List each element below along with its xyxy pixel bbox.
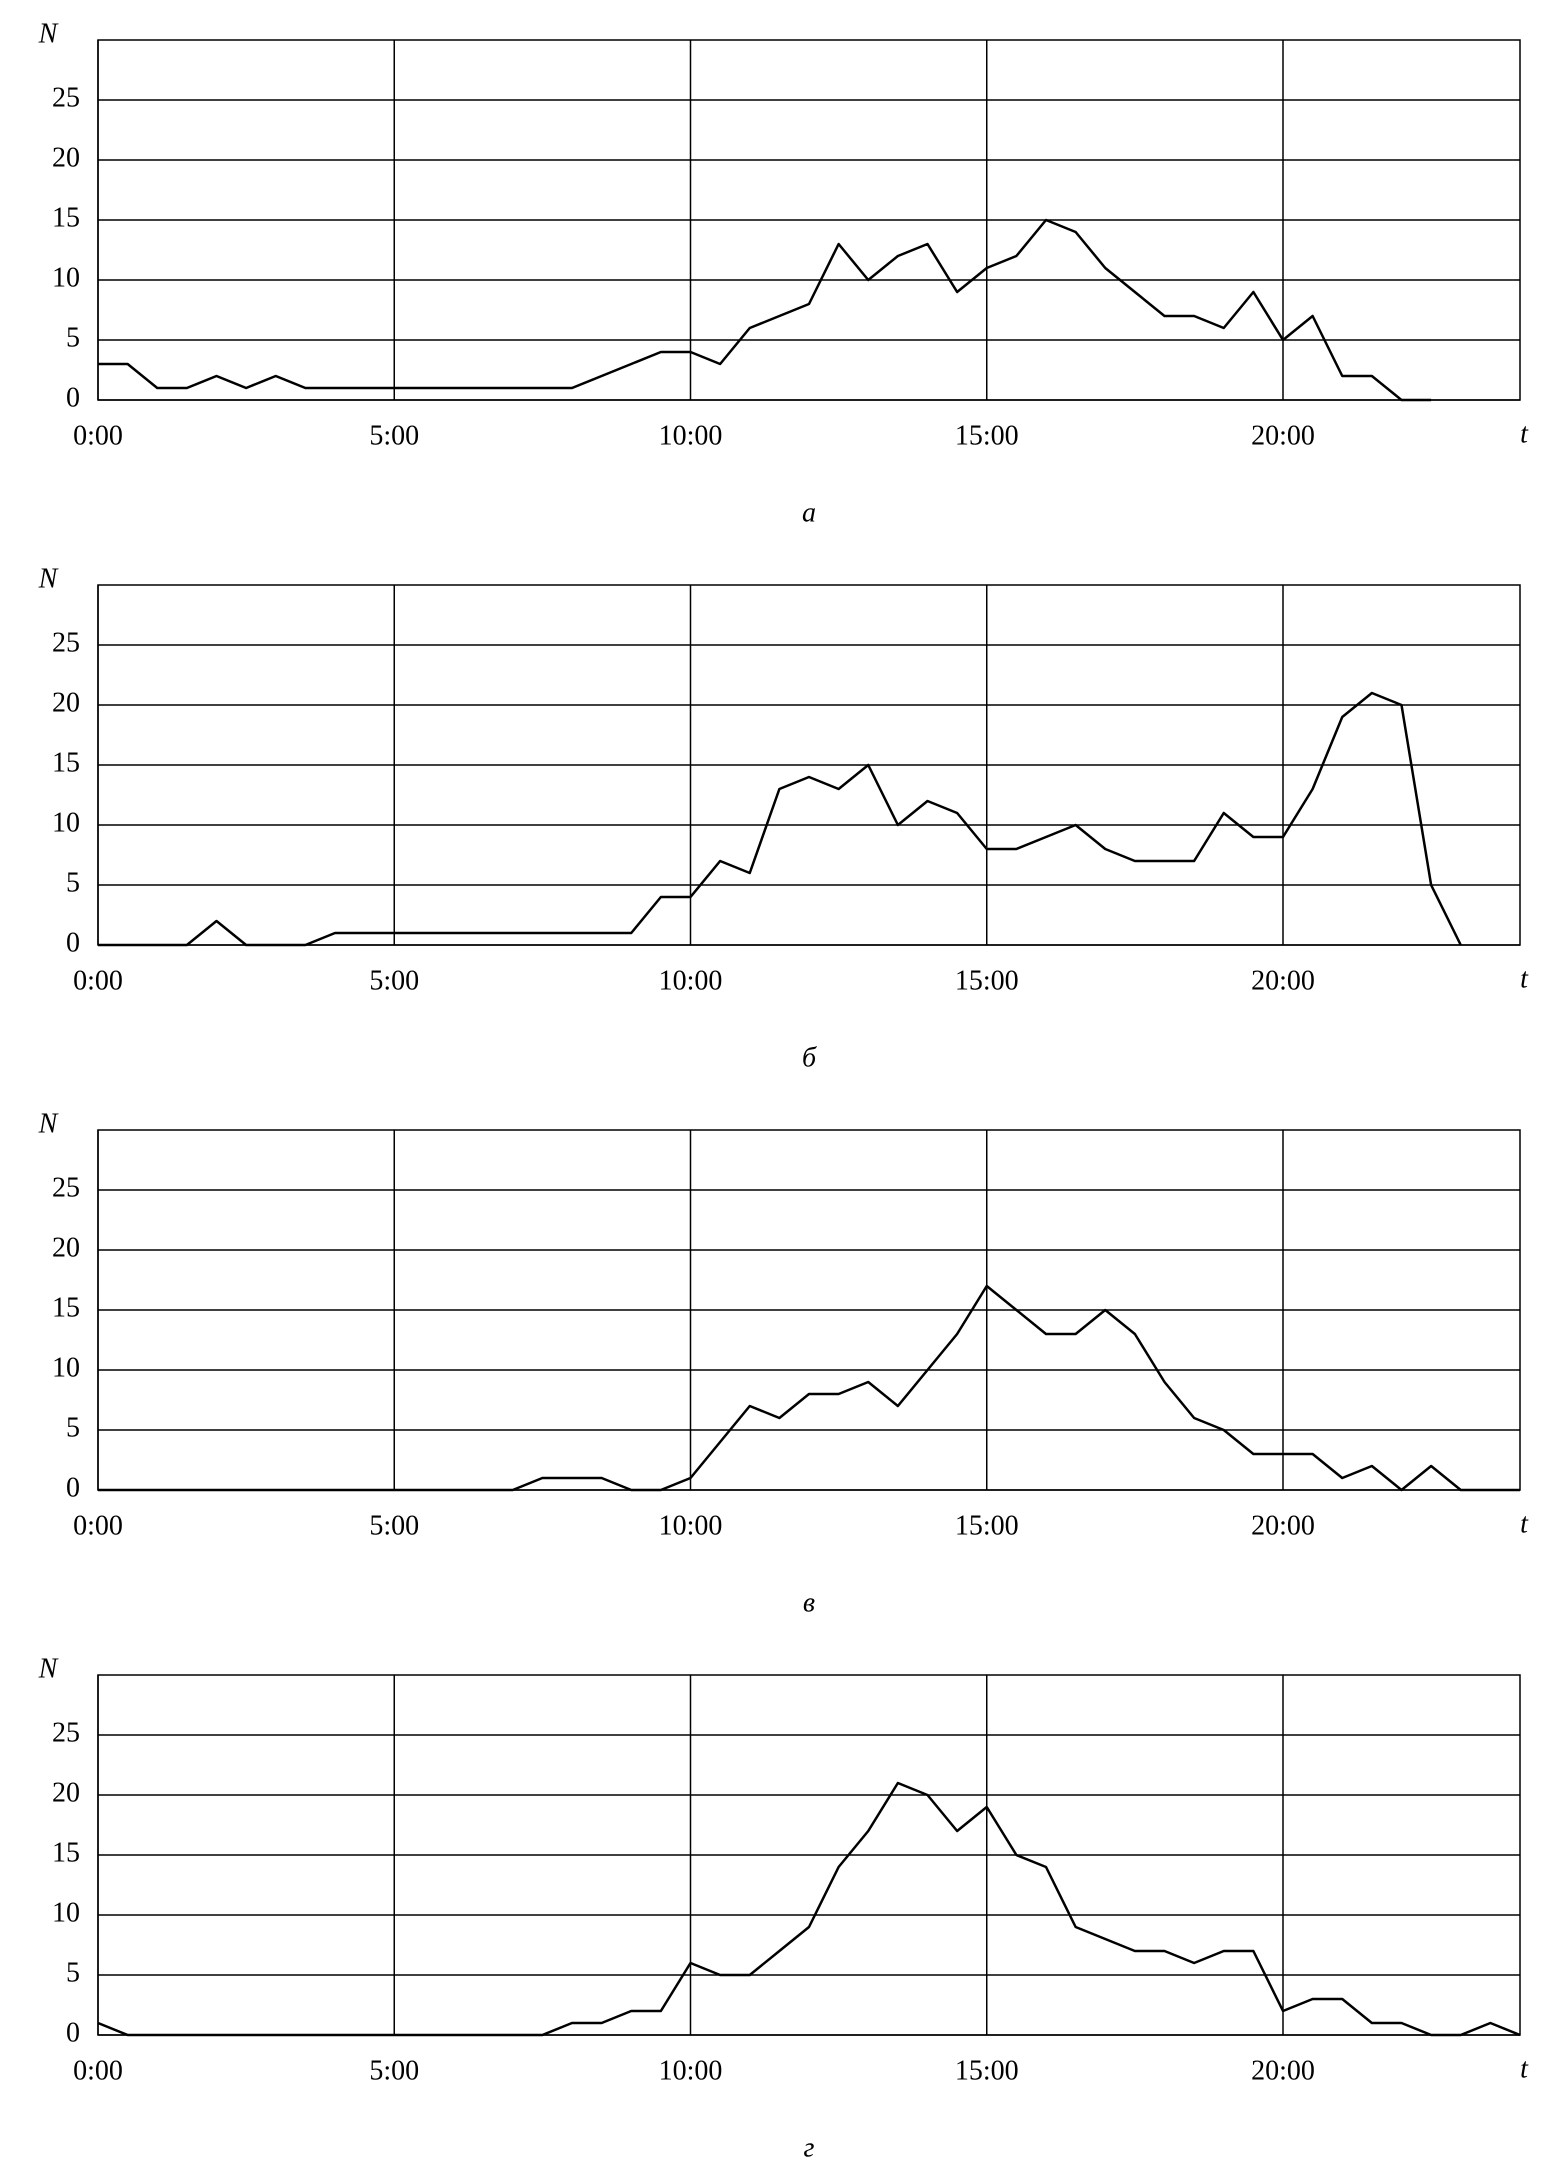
x-tick-label: 15:00 <box>955 420 1019 451</box>
y-tick-label: 5 <box>66 1957 80 1988</box>
caption: в <box>803 1587 815 1618</box>
data-line <box>97 1781 1521 2037</box>
x-tick-label: 0:00 <box>73 2055 123 2086</box>
x-axis-label: t <box>1520 1508 1529 1539</box>
caption: а <box>802 497 816 528</box>
y-tick-label: 15 <box>52 202 80 233</box>
x-tick-label: 15:00 <box>955 965 1019 996</box>
y-tick-label: 25 <box>52 82 80 113</box>
x-tick-label: 20:00 <box>1251 2055 1315 2086</box>
x-tick-label: 5:00 <box>369 420 419 451</box>
x-tick-label: 10:00 <box>659 1510 723 1541</box>
data-line <box>98 218 1432 402</box>
y-tick-label: 25 <box>52 1172 80 1203</box>
y-tick-label: 5 <box>66 867 80 898</box>
y-tick-label: 10 <box>52 262 80 293</box>
caption: б <box>802 1042 817 1073</box>
y-tick-label: 0 <box>66 2017 80 2048</box>
x-tick-label: 20:00 <box>1251 965 1315 996</box>
y-tick-label: 5 <box>66 322 80 353</box>
x-tick-label: 15:00 <box>955 2055 1019 2086</box>
x-axis-label: t <box>1520 418 1529 449</box>
y-axis-label: N <box>38 1653 59 1684</box>
x-tick-label: 5:00 <box>369 2055 419 2086</box>
y-tick-label: 0 <box>66 382 80 413</box>
y-tick-label: 0 <box>66 927 80 958</box>
x-tick-label: 0:00 <box>73 420 123 451</box>
y-axis-label: N <box>38 18 59 49</box>
y-tick-label: 15 <box>52 1292 80 1323</box>
x-tick-label: 20:00 <box>1251 420 1315 451</box>
y-tick-label: 10 <box>52 1352 80 1383</box>
caption: г <box>804 2132 815 2163</box>
y-axis-label: N <box>38 563 59 594</box>
y-tick-label: 25 <box>52 627 80 658</box>
x-tick-label: 15:00 <box>955 1510 1019 1541</box>
y-tick-label: 0 <box>66 1472 80 1503</box>
data-line <box>98 691 1462 947</box>
y-tick-label: 15 <box>52 747 80 778</box>
y-tick-label: 20 <box>52 1232 80 1263</box>
y-tick-label: 20 <box>52 142 80 173</box>
x-tick-label: 20:00 <box>1251 1510 1315 1541</box>
y-tick-label: 10 <box>52 1897 80 1928</box>
y-tick-label: 5 <box>66 1412 80 1443</box>
x-tick-label: 10:00 <box>659 2055 723 2086</box>
y-tick-label: 10 <box>52 807 80 838</box>
x-tick-label: 0:00 <box>73 1510 123 1541</box>
x-tick-label: 0:00 <box>73 965 123 996</box>
x-axis-label: t <box>1520 2053 1529 2084</box>
y-tick-label: 20 <box>52 1777 80 1808</box>
x-axis-label: t <box>1520 963 1529 994</box>
y-tick-label: 15 <box>52 1837 80 1868</box>
data-line <box>98 1284 1520 1492</box>
y-axis-label: N <box>38 1108 59 1139</box>
y-tick-label: 25 <box>52 1717 80 1748</box>
x-tick-label: 5:00 <box>369 965 419 996</box>
y-tick-label: 20 <box>52 687 80 718</box>
x-tick-label: 10:00 <box>659 420 723 451</box>
x-tick-label: 10:00 <box>659 965 723 996</box>
x-tick-label: 5:00 <box>369 1510 419 1541</box>
